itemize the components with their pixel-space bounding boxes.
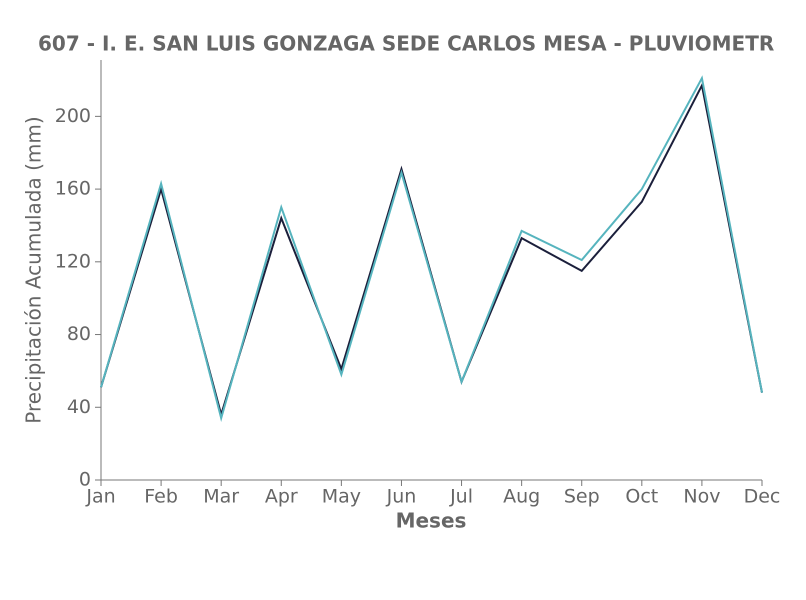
line-series [100, 75, 763, 423]
y-tick-label: 160 [55, 178, 91, 200]
y-tick-label: 200 [55, 105, 91, 127]
x-axis-label: Meses [396, 509, 467, 533]
line-series [100, 82, 763, 419]
x-tick-label: Aug [503, 486, 540, 508]
y-tick-label: 80 [67, 323, 91, 345]
x-tick-label: Jul [449, 486, 473, 508]
chart-title: 607 - I. E. SAN LUIS GONZAGA SEDE CARLOS… [38, 32, 774, 56]
x-tick-label: Feb [144, 486, 178, 508]
y-axis-label: Precipitación Acumulada (mm) [22, 116, 46, 423]
x-tick-label: Mar [203, 486, 239, 508]
x-tick-label: Dec [744, 486, 781, 508]
y-tick-label: 120 [55, 250, 91, 272]
y-tick-label: 40 [67, 396, 91, 418]
x-tick-label: May [322, 486, 361, 508]
x-tick-label: Jan [85, 486, 115, 508]
x-tick-label: Apr [265, 486, 298, 508]
x-tick-label: Oct [625, 486, 658, 508]
y-tick-label: 0 [79, 469, 91, 491]
x-tick-label: Nov [683, 486, 720, 508]
x-tick-label: Jun [386, 486, 417, 508]
x-tick-label: Sep [564, 486, 600, 508]
